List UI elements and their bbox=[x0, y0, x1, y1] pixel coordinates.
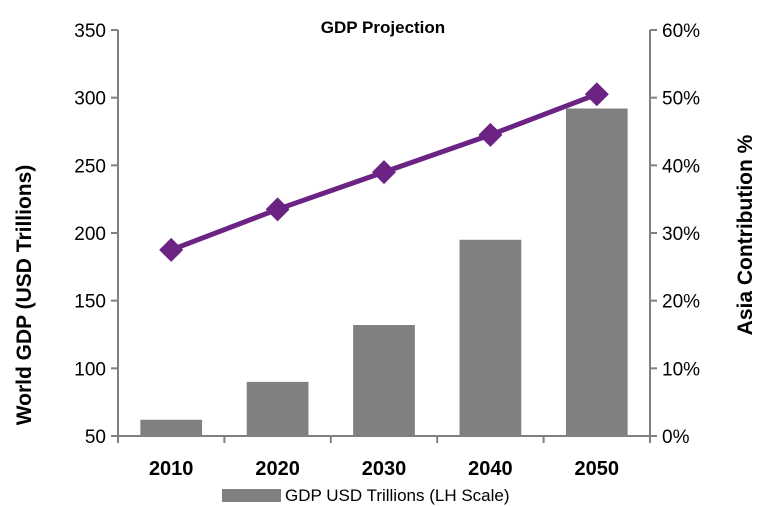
x-tick-label: 2040 bbox=[468, 458, 513, 480]
bars-layer bbox=[140, 108, 628, 436]
bar-2020 bbox=[246, 381, 309, 436]
right-axis-label: Asia Contribution % bbox=[734, 134, 757, 335]
bar-2040 bbox=[459, 239, 522, 436]
right-tick-label: 30% bbox=[662, 224, 700, 245]
legend-swatch-gdp bbox=[222, 489, 281, 502]
right-tick-label: 0% bbox=[662, 427, 690, 448]
left-tick-label: 100 bbox=[74, 359, 106, 380]
legend: GDP USD Trillions (LH Scale) bbox=[222, 486, 510, 505]
line-marker-2010 bbox=[159, 237, 184, 262]
x-tick-label: 2050 bbox=[575, 458, 620, 480]
line-layer bbox=[159, 82, 609, 262]
legend-label-gdp: GDP USD Trillions (LH Scale) bbox=[285, 486, 510, 505]
line-marker-2040 bbox=[478, 122, 503, 147]
chart-title: GDP Projection bbox=[321, 18, 445, 37]
line-marker-2050 bbox=[584, 82, 609, 107]
bar-2030 bbox=[353, 325, 415, 436]
right-tick-label: 50% bbox=[662, 89, 700, 110]
left-tick-label: 50 bbox=[85, 427, 106, 448]
bar-2010 bbox=[140, 419, 203, 436]
left-tick-label: 350 bbox=[74, 21, 106, 42]
left-tick-label: 150 bbox=[74, 292, 106, 313]
x-tick-label: 2030 bbox=[362, 458, 407, 480]
left-axis-label: World GDP (USD Trillions) bbox=[13, 165, 36, 426]
left-tick-label: 250 bbox=[74, 156, 106, 177]
right-tick-label: 40% bbox=[662, 156, 700, 177]
line-marker-2030 bbox=[372, 160, 396, 185]
left-tick-label: 300 bbox=[74, 89, 106, 110]
bar-2050 bbox=[565, 108, 628, 436]
right-tick-label: 10% bbox=[662, 359, 700, 380]
x-tick-label: 2020 bbox=[255, 458, 300, 480]
line-marker-2020 bbox=[265, 197, 290, 222]
ticks-layer: 50 100 150 200 250 300 350 0% 10% 20% 30% 40% 50% 60%… bbox=[74, 21, 700, 480]
x-tick-label: 2010 bbox=[149, 458, 194, 480]
left-tick-label: 200 bbox=[74, 224, 106, 245]
right-tick-label: 60% bbox=[662, 21, 700, 42]
right-tick-label: 20% bbox=[662, 292, 700, 313]
